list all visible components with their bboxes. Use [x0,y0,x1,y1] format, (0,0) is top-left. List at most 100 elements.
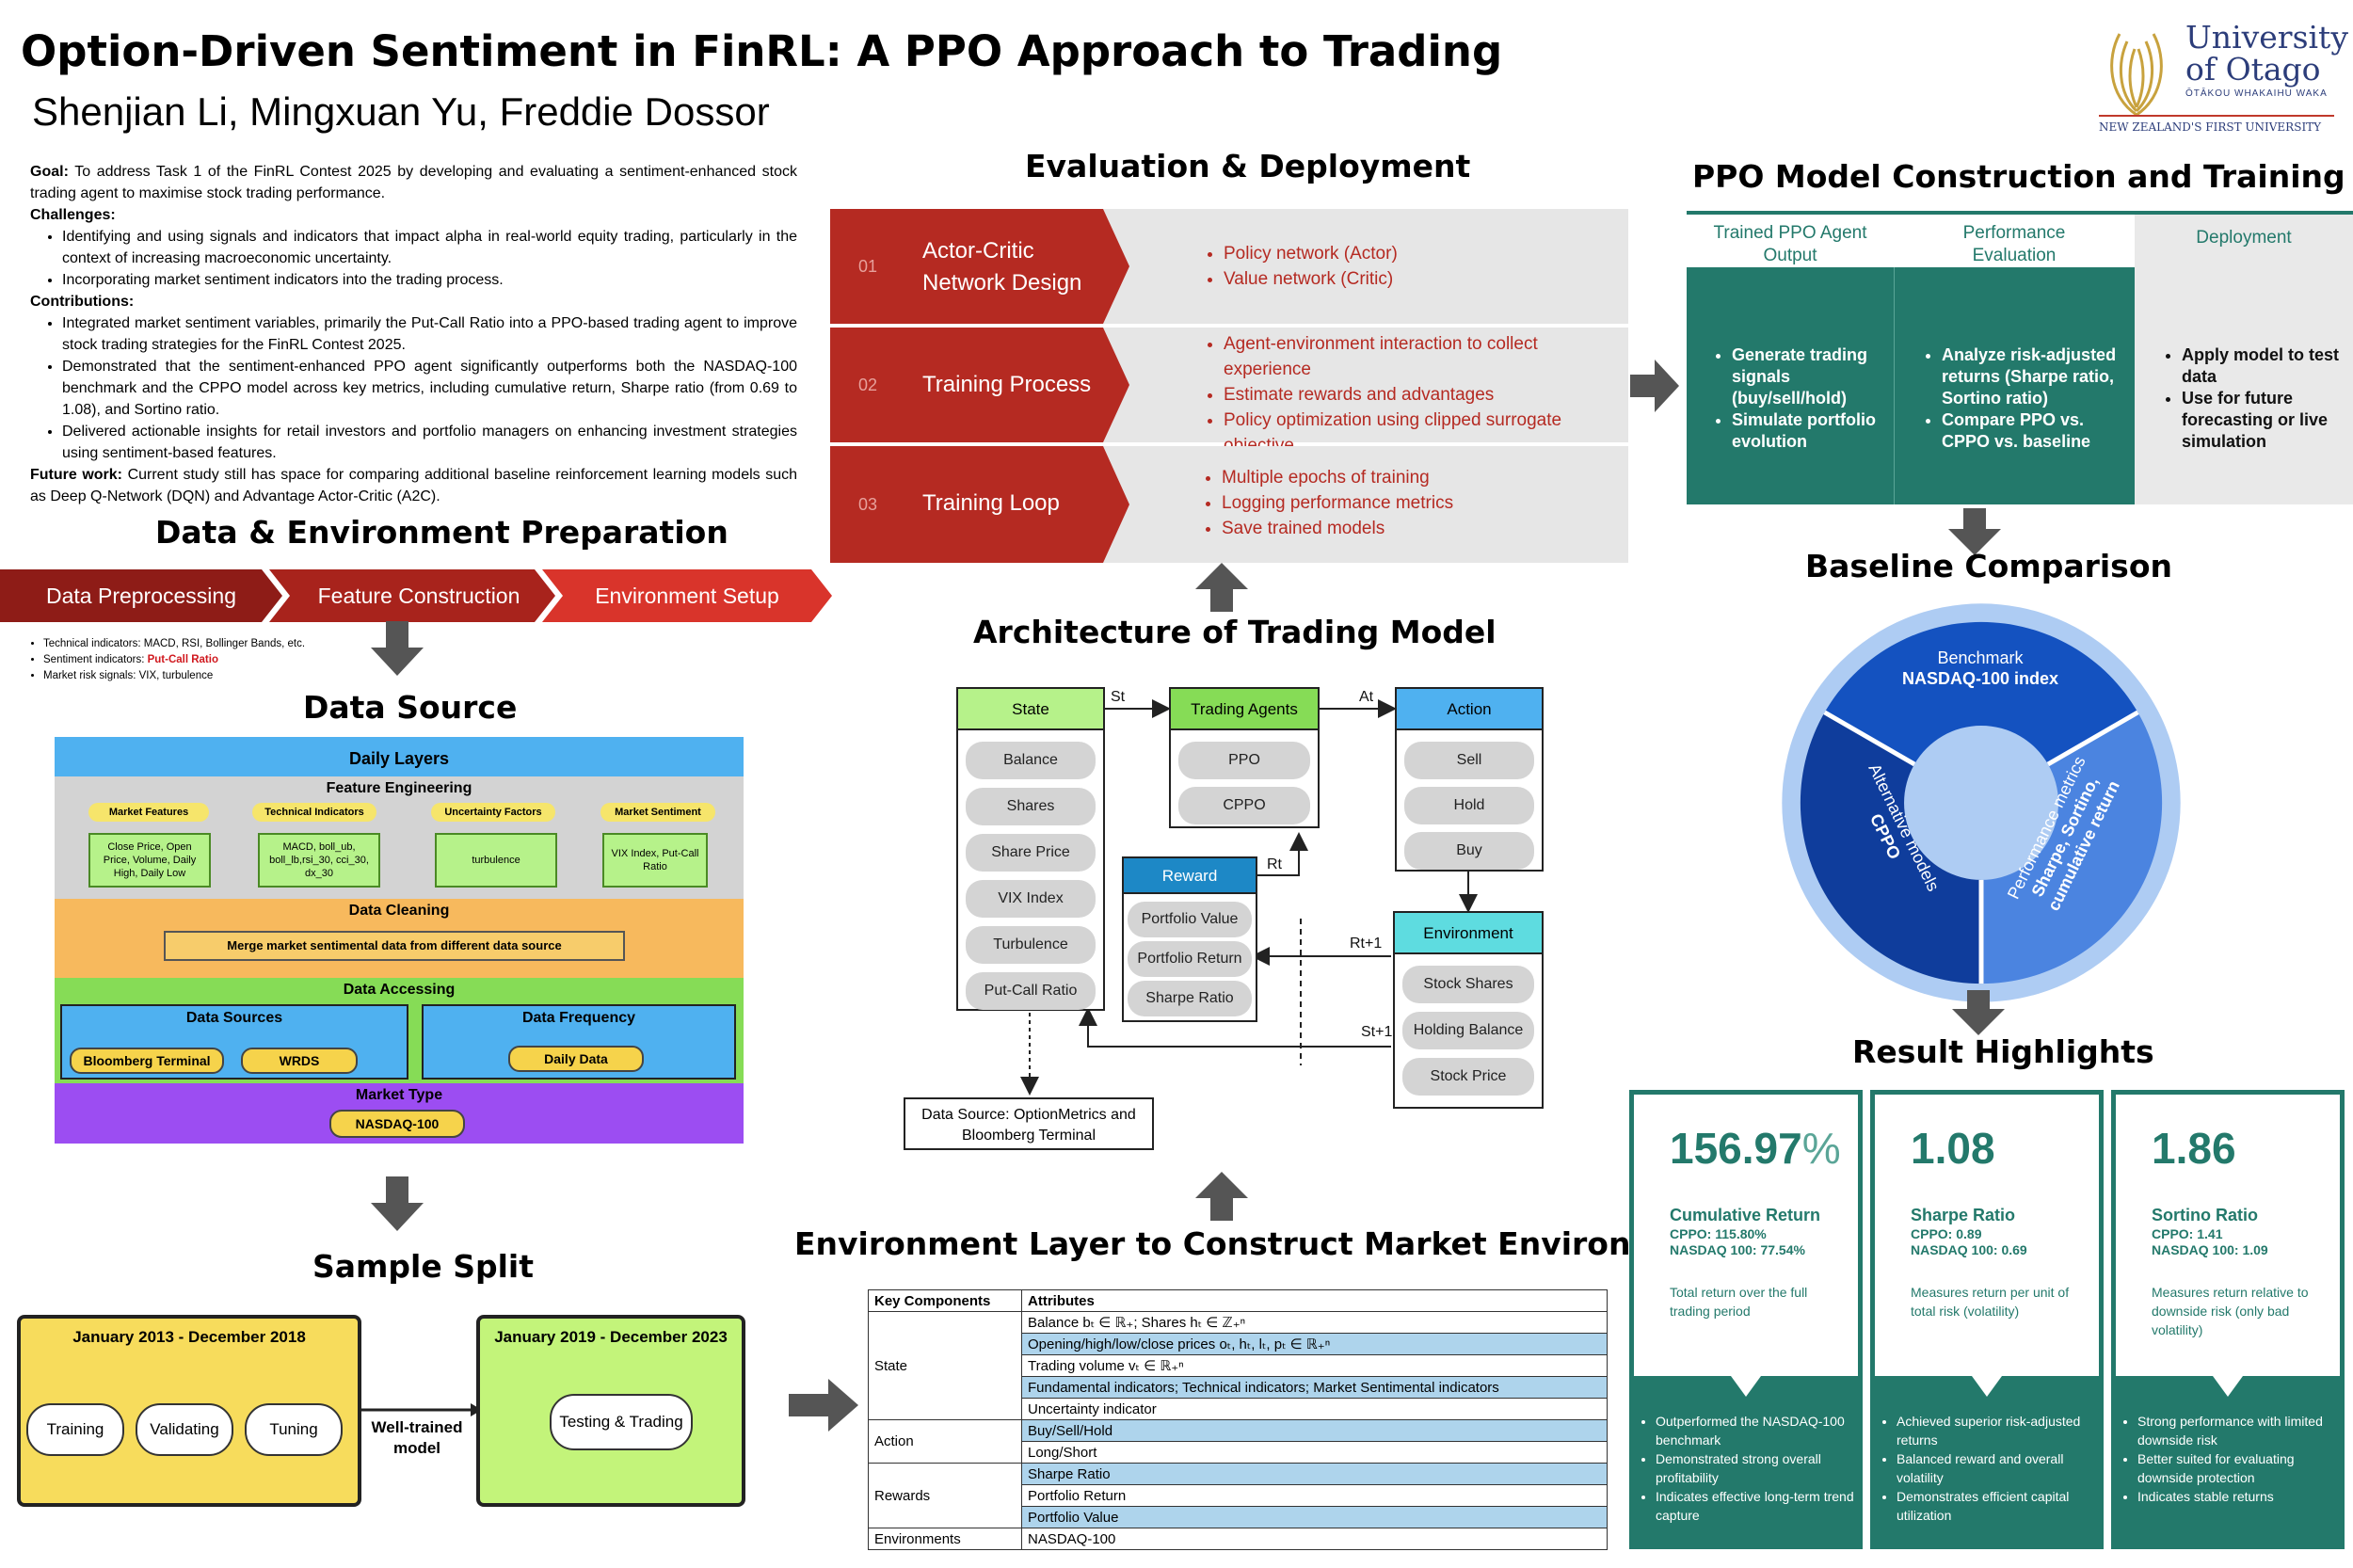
ppo-col-header: Performance Evaluation [1894,211,2135,265]
eval-row-label: Actor-Critic Network Design [922,238,1082,296]
wheel-benchmark [1824,621,2138,764]
reward-box: Reward Portfolio Value Portfolio Return … [1122,856,1257,1022]
data-sources-box: Data Sources Bloomberg Terminal WRDS [60,1004,408,1080]
down-arrow-icon [1952,990,2005,1037]
results-title: Result Highlights [1852,1033,2154,1070]
state-item: Shares [966,788,1096,825]
eval-row-num: 02 [830,328,905,442]
data-source-diagram: Daily Layers Feature Engineering Market … [55,737,744,1160]
prep-bullet: Technical indicators: MACD, RSI, Bolling… [43,636,305,652]
prep-bullet: Sentiment indicators: Put-Call Ratio [43,652,305,668]
logo-line2: of Otago [2185,51,2321,88]
chevron-step-3 [542,569,832,622]
period2-box: January 2019 - December 2023 Testing & T… [476,1315,745,1507]
arch-data-source-box: Data Source: OptionMetrics and Bloomberg… [904,1097,1154,1150]
data-env-title: Data & Environment Preparation [155,514,728,551]
contributions-label: Contributions: [30,294,135,310]
tag-market-features: Market Features [88,803,209,822]
label-rt1: Rt+1 [1350,936,1383,952]
env-attr: Uncertainty indicator [1021,1398,1608,1420]
down-arrow-icon [371,621,424,678]
down-arrow-icon [371,1176,424,1233]
chevron-label-3: Environment Setup [595,584,779,608]
result-suffix: % [1801,1124,1841,1173]
result-desc: Measures return relative to downside ris… [2152,1285,2309,1337]
agents-box: Trading Agents PPO CPPO [1169,687,1320,828]
box-market-sentiment: VIX Index, Put-Call Ratio [602,833,708,888]
action-item: Hold [1404,787,1534,824]
result-sub: CPPO: 1.41 NASDAQ 100: 1.09 [2152,1226,2268,1257]
data-accessing-label: Data Accessing [343,982,456,998]
eval-row-items: Agent-environment interaction to collect… [1205,331,1619,458]
ppo-col-3: Deployment Apply model to test data Use … [2135,211,2353,504]
env-col1: Key Components [868,1289,1022,1312]
architecture-title: Architecture of Trading Model [973,614,1497,650]
eval-row-2: 02 Training Process Agent-environment in… [830,328,1628,456]
result-card-sharpe: 1.08 Sharpe Ratio CPPO: 0.89 NASDAQ 100: … [1870,1090,2104,1376]
result-card-cumulative: 156.97% Cumulative Return CPPO: 115.80% N… [1629,1090,1863,1376]
box-market-features: Close Price, Open Price, Volume, Daily H… [88,833,211,888]
wheel-benchmark-label: Benchmark NASDAQ-100 index [1901,648,2059,688]
eval-row-num: 01 [830,209,905,324]
agent-item: CPPO [1178,787,1310,824]
future-text: Current study still has space for compar… [30,467,798,504]
process-chevrons [0,569,832,622]
eval-row-label: Training Process [922,372,1092,397]
eval-row-chevron [905,446,1129,563]
market-type-panel: Market Type NASDAQ-100 [55,1083,744,1144]
challenge-item: Incorporating market sentiment indicator… [62,269,797,291]
otago-crest-icon [2110,33,2163,117]
ppo-col-2: Performance Evaluation Analyze risk-adju… [1894,211,2136,504]
state-item: Turbulence [966,926,1096,964]
state-item: Share Price [966,834,1096,872]
result-card-sortino: 1.86 Sortino Ratio CPPO: 1.41 NASDAQ 100:… [2111,1090,2345,1376]
right-arrow-icon [1630,360,1679,412]
env-group: Action [868,1419,1022,1464]
eval-row-items: Multiple epochs of training Logging perf… [1203,465,1598,541]
architecture-diagram: State Balance Shares Share Price VIX Ind… [894,678,1553,1167]
environment-item: Stock Price [1402,1058,1534,1096]
ppo-col-1: Trained PPO Agent Output Generate tradin… [1687,211,1894,504]
eval-row-items: Policy network (Actor) Value network (Cr… [1205,241,1581,292]
put-call-highlight: Put-Call Ratio [147,654,218,665]
up-arrow-icon [1195,1172,1248,1221]
chevron-step-2 [269,569,555,622]
env-attr: Fundamental indicators; Technical indica… [1021,1376,1608,1399]
action-box: Action Sell Hold Buy [1395,687,1544,872]
logo-tagline: NEW ZEALAND'S FIRST UNIVERSITY [2099,120,2322,134]
eval-title: Evaluation & Deployment [1025,148,1471,184]
box-technical-indicators: MACD, boll_ub, boll_lb,rsi_30, cci_30, d… [258,833,380,888]
university-logo: University of Otago ŌTĀKOU WHAKAIHU WAKA… [2099,17,2348,135]
stage-testing-trading: Testing & Trading [550,1394,693,1450]
eval-row-1: 01 Actor-Critic Network Design Policy ne… [830,209,1628,324]
action-item: Buy [1404,832,1534,870]
goal-label: Goal: [30,164,69,180]
market-type-value: NASDAQ-100 [329,1110,465,1138]
contribution-item: Integrated market sentiment variables, p… [62,312,797,356]
source-wrds: WRDS [241,1048,358,1074]
reward-item: Portfolio Return [1128,941,1252,977]
period1-box: January 2013 - December 2018 Training Va… [17,1315,361,1507]
baseline-wheel [1782,603,2181,1002]
contribution-item: Delivered actionable insights for retail… [62,421,797,464]
intro-text: Goal: To address Task 1 of the FinRL Con… [30,161,797,507]
challenge-item: Identifying and using signals and indica… [62,226,797,269]
prep-bullet: Market risk signals: VIX, turbulence [43,668,305,684]
ppo-panel: Trained PPO Agent Output Generate tradin… [1687,211,2353,504]
result-label: Sharpe Ratio [1911,1206,2016,1224]
merge-box: Merge market sentimental data from diffe… [164,931,625,961]
ppo-col-body: Apply model to test data Use for future … [2135,267,2353,504]
env-layer-title: Environment Layer to Construct Market En… [794,1225,1740,1262]
challenges-label: Challenges: [30,207,116,223]
state-item: Put-Call Ratio [966,972,1096,1010]
period1-label: January 2013 - December 2018 [72,1328,306,1346]
period2-label: January 2019 - December 2023 [494,1328,728,1346]
ppo-col-body: Generate trading signals (buy/sell/hold)… [1687,267,1894,504]
eval-row-chevron [905,328,1129,442]
down-arrow-icon [2213,1376,2243,1397]
result-desc: Measures return per unit of total risk (… [1911,1285,2070,1319]
future-label: Future work: [30,467,122,483]
stage-tuning: Tuning [245,1403,343,1456]
data-sources-label: Data Sources [185,1010,283,1026]
wheel-alt-models [1800,712,1981,984]
